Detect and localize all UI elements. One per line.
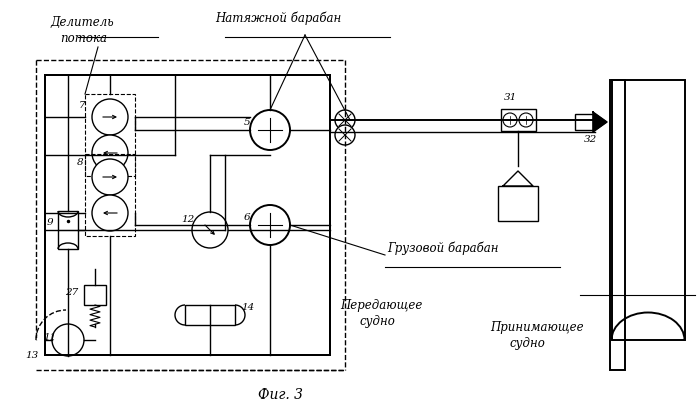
Circle shape (92, 99, 128, 135)
Bar (498, 186, 538, 221)
Text: 11: 11 (43, 333, 57, 342)
Text: 27: 27 (66, 288, 78, 297)
Bar (501, 109, 536, 131)
Bar (612, 80, 685, 340)
Text: судно: судно (360, 315, 396, 328)
Text: Делитель: Делитель (50, 16, 114, 29)
Circle shape (503, 113, 517, 127)
Text: 14: 14 (241, 303, 254, 312)
Text: 6: 6 (244, 213, 250, 222)
Bar (85, 94, 135, 176)
Circle shape (250, 110, 290, 150)
Text: 5: 5 (244, 118, 250, 127)
Text: 8: 8 (77, 158, 83, 167)
Text: судно: судно (510, 337, 546, 351)
Bar (84, 285, 106, 305)
Text: 9: 9 (47, 218, 53, 227)
Text: 7: 7 (79, 101, 85, 110)
Bar (58, 211, 78, 249)
Text: Грузовой барабан: Грузовой барабан (387, 241, 498, 255)
Bar (45, 75, 330, 355)
Text: Фиг. 3: Фиг. 3 (257, 388, 303, 402)
Text: 12: 12 (181, 215, 194, 224)
Circle shape (519, 113, 533, 127)
Circle shape (92, 195, 128, 231)
Circle shape (52, 324, 84, 356)
Text: Передающее: Передающее (340, 299, 422, 312)
Circle shape (335, 125, 355, 145)
Bar (575, 114, 593, 130)
Bar (85, 154, 135, 236)
Text: 13: 13 (25, 351, 38, 360)
Circle shape (335, 110, 355, 130)
Circle shape (92, 159, 128, 195)
Polygon shape (593, 112, 607, 132)
Bar (610, 80, 625, 370)
Circle shape (192, 212, 228, 248)
Bar (185, 305, 235, 325)
Text: 31: 31 (503, 93, 517, 102)
Text: Принимающее: Принимающее (490, 321, 584, 335)
Text: потока: потока (60, 31, 107, 45)
Text: Натяжной барабан: Натяжной барабан (215, 11, 341, 25)
Circle shape (250, 205, 290, 245)
Text: 32: 32 (584, 135, 597, 144)
Circle shape (92, 135, 128, 171)
